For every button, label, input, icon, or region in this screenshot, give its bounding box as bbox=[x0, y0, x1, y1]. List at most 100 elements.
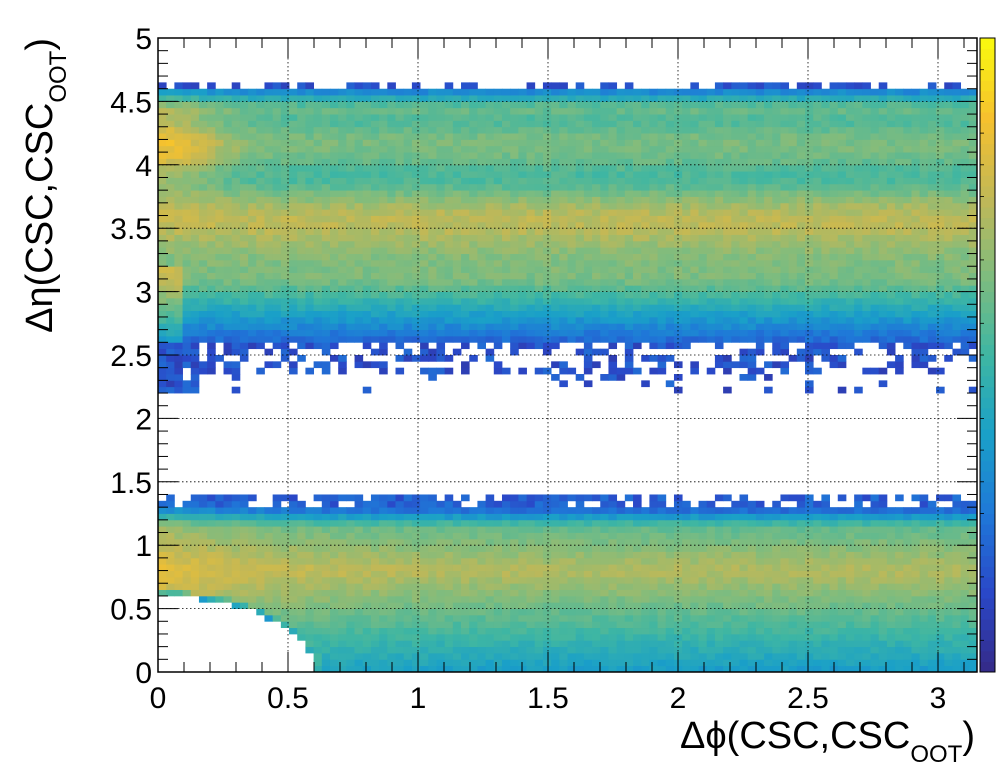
heatmap-cell bbox=[641, 310, 650, 318]
heatmap-cell bbox=[649, 329, 658, 337]
heatmap-cell bbox=[583, 538, 593, 546]
heatmap-cell bbox=[526, 532, 536, 540]
heatmap-cell bbox=[387, 633, 396, 641]
heatmap-cell bbox=[551, 583, 560, 590]
heatmap-cell bbox=[821, 329, 830, 337]
heatmap-cell bbox=[633, 665, 642, 673]
heatmap-cell bbox=[198, 507, 208, 514]
heatmap-cell bbox=[714, 304, 724, 312]
heatmap-cell bbox=[387, 652, 396, 660]
heatmap-cell bbox=[633, 570, 642, 578]
heatmap-cell bbox=[354, 202, 364, 210]
heatmap-cell bbox=[911, 659, 921, 667]
heatmap-cell bbox=[780, 253, 790, 261]
heatmap-cell bbox=[338, 247, 347, 254]
heatmap-cell bbox=[665, 659, 675, 667]
heatmap-cell bbox=[878, 633, 888, 641]
heatmap-cell bbox=[641, 614, 650, 622]
heatmap-cell bbox=[813, 576, 822, 584]
heatmap-cell bbox=[944, 209, 953, 216]
heatmap-cell bbox=[821, 627, 830, 635]
heatmap-cell bbox=[305, 335, 315, 343]
heatmap-cell bbox=[305, 304, 315, 312]
heatmap-cell bbox=[616, 316, 626, 324]
heatmap-cell bbox=[682, 297, 691, 305]
heatmap-cell bbox=[813, 545, 822, 552]
heatmap-cell bbox=[469, 576, 478, 584]
heatmap-cell bbox=[534, 278, 544, 286]
heatmap-cell bbox=[780, 209, 790, 216]
heatmap-cell bbox=[813, 247, 822, 254]
heatmap-cell bbox=[919, 316, 929, 324]
heatmap-cell bbox=[313, 627, 323, 635]
heatmap-cell bbox=[207, 583, 216, 590]
heatmap-cell bbox=[567, 614, 577, 622]
heatmap-cell bbox=[837, 297, 847, 305]
heatmap-cell bbox=[583, 247, 593, 254]
heatmap-cell bbox=[821, 355, 830, 362]
heatmap-cell bbox=[633, 589, 642, 597]
heatmap-cell bbox=[739, 646, 749, 654]
heatmap-cell bbox=[764, 266, 773, 273]
heatmap-cell bbox=[575, 589, 585, 597]
heatmap-cell bbox=[559, 285, 568, 292]
heatmap-cell bbox=[878, 304, 888, 312]
heatmap-cell bbox=[346, 614, 355, 622]
heatmap-cell bbox=[592, 545, 601, 552]
heatmap-cell bbox=[313, 316, 323, 324]
heatmap-cell bbox=[313, 513, 323, 521]
heatmap-cell bbox=[501, 221, 511, 229]
heatmap-cell bbox=[346, 589, 355, 597]
heatmap-cell bbox=[633, 595, 642, 603]
heatmap-cell bbox=[501, 240, 511, 248]
heatmap-cell bbox=[190, 507, 200, 514]
heatmap-cell bbox=[837, 557, 847, 565]
heatmap-cell bbox=[559, 253, 568, 261]
heatmap-cell bbox=[739, 361, 749, 369]
heatmap-cell bbox=[428, 576, 437, 584]
heatmap-cell bbox=[845, 507, 855, 514]
heatmap-cell bbox=[411, 646, 421, 654]
heatmap-cell bbox=[166, 361, 175, 369]
heatmap-cell bbox=[231, 323, 241, 331]
heatmap-cell bbox=[755, 228, 765, 235]
heatmap-cell bbox=[911, 304, 921, 312]
heatmap-cell bbox=[469, 589, 478, 597]
heatmap-cell bbox=[755, 304, 765, 312]
heatmap-cell bbox=[289, 538, 298, 546]
heatmap-cell bbox=[919, 551, 929, 559]
heatmap-cell bbox=[469, 507, 478, 514]
heatmap-cell bbox=[641, 215, 650, 223]
heatmap-cell bbox=[862, 538, 871, 546]
heatmap-cell bbox=[321, 215, 331, 223]
heatmap-cell bbox=[329, 272, 339, 280]
heatmap-cell bbox=[395, 494, 405, 502]
heatmap-cell bbox=[362, 595, 372, 603]
heatmap-cell bbox=[510, 215, 519, 223]
heatmap-cell bbox=[731, 234, 740, 242]
heatmap-cell bbox=[788, 259, 798, 267]
heatmap-cell bbox=[542, 570, 552, 578]
heatmap-cell bbox=[428, 494, 437, 502]
heatmap-cell bbox=[936, 367, 945, 375]
heatmap-cell bbox=[297, 323, 306, 331]
heatmap-cell bbox=[411, 526, 421, 533]
heatmap-cell bbox=[395, 513, 405, 521]
heatmap-cell bbox=[641, 551, 650, 559]
heatmap-cell bbox=[223, 285, 233, 292]
heatmap-cell bbox=[420, 627, 429, 635]
heatmap-cell bbox=[420, 221, 429, 229]
heatmap-cell bbox=[870, 323, 880, 331]
heatmap-cell bbox=[207, 589, 216, 597]
heatmap-cell bbox=[551, 266, 560, 273]
heatmap-cell bbox=[362, 583, 372, 590]
heatmap-cell bbox=[190, 297, 200, 305]
heatmap-cell bbox=[370, 646, 380, 654]
heatmap-cell bbox=[911, 285, 921, 292]
heatmap-cell bbox=[190, 526, 200, 533]
heatmap-cell bbox=[370, 614, 380, 622]
heatmap-cell bbox=[239, 595, 249, 603]
heatmap-cell bbox=[952, 538, 962, 546]
heatmap-cell bbox=[362, 538, 372, 546]
heatmap-cell bbox=[714, 253, 724, 261]
